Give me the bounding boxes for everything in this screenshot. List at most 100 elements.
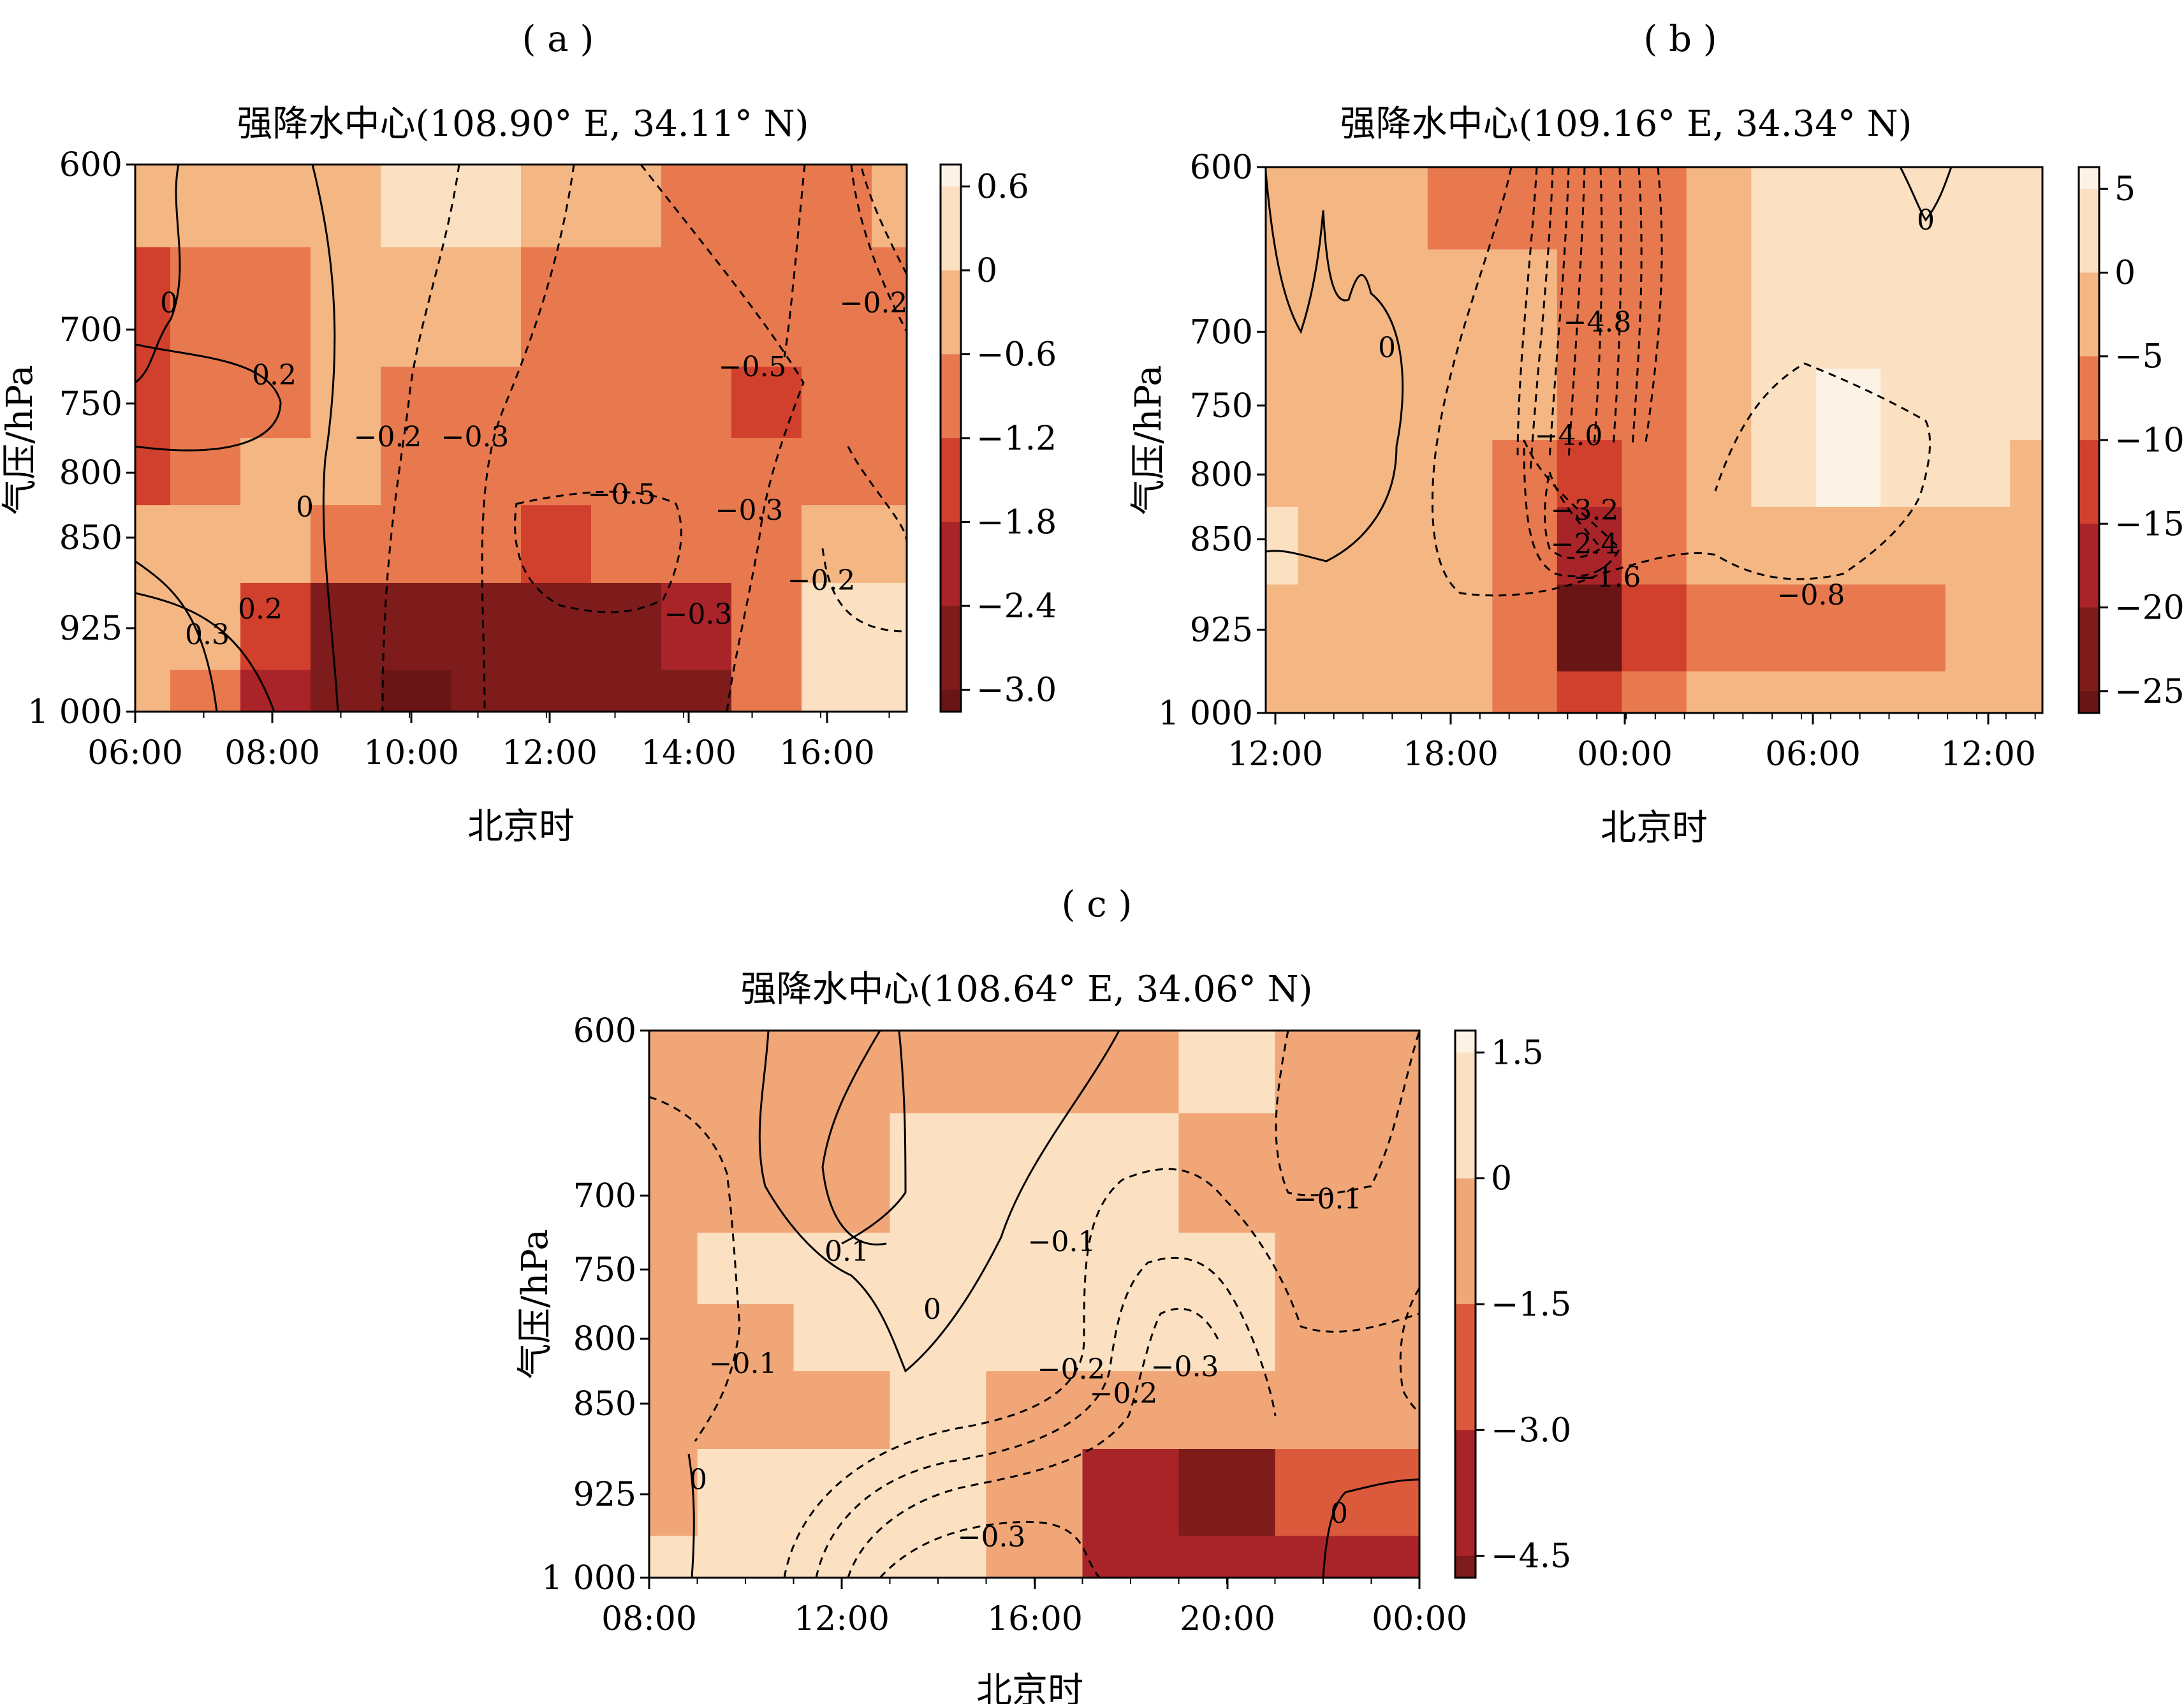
colorbar-tick-label: 0.6 [976,168,1029,206]
heatmap-cell [240,505,311,584]
heatmap-cell [793,1113,891,1233]
heatmap-cell [1371,1304,1419,1372]
x-tick-label: 06:00 [87,734,183,772]
heatmap-cell [661,583,732,671]
contour-label: −0.2 [1037,1353,1106,1386]
heatmap-cell [381,670,451,712]
heatmap-cell [1686,584,1752,672]
panel-b-contour-labels: 0 0 −4.8 −4.0 −3.2 −2.4 −1.6 −0.8 [1378,204,1935,612]
heatmap-cell [661,670,732,712]
contour-zero-b1 [1266,172,1404,562]
x-tick-label: 06:00 [1765,735,1861,774]
heatmap-cell [1945,167,2011,251]
heatmap-cell [135,165,171,248]
heatmap-cell [1686,440,1752,508]
heatmap-cell [697,1536,795,1578]
heatmap-cell [1275,1113,1372,1233]
heatmap-cell [135,670,171,712]
heatmap-cell [1815,440,1882,508]
heatmap-cell [1371,1449,1419,1537]
heatmap-cell [1266,249,1299,370]
heatmap-cell [1266,671,1299,713]
heatmap-cell [802,670,872,712]
heatmap-cell [1371,1031,1419,1114]
heatmap-cell [521,438,592,506]
heatmap-cell [986,1536,1083,1578]
heatmap-cell [1082,1031,1180,1114]
heatmap-cell [521,670,592,712]
heatmap-cell [170,366,241,439]
heatmap-cell [1266,440,1299,508]
colorbar-tick-label: 0 [1491,1160,1512,1198]
heatmap-cell [1945,584,2011,672]
contour-dashed-a6 [860,165,907,275]
contour-dashed-c6 [1275,1031,1419,1196]
heatmap-cell [697,1232,795,1305]
heatmap-cell [1751,167,1817,251]
y-tick-label: 925 [573,1476,636,1514]
contour-pos02-a2 [135,592,275,712]
heatmap-cell [1880,369,1946,441]
heatmap-cell [1492,584,1558,672]
heatmap-cell [1427,671,1493,713]
heatmap-cell [240,583,311,671]
panel-c: ( c ) 强降水中心(108.64° E, 34.06° N) 0.1 0 −… [515,884,1571,1704]
heatmap-cell [170,670,241,712]
heatmap-cell [1427,249,1493,370]
contour-label: 0.2 [238,593,282,626]
colorbar-segment [941,522,961,606]
heatmap-cell [802,247,872,367]
heatmap-cell [1298,167,1364,251]
colorbar-tick-label: −5 [2114,338,2164,376]
heatmap-cell [731,670,802,712]
colorbar-segment [941,165,961,187]
x-tick-label: 08:00 [601,1600,697,1638]
panel-b-title: 强降水中心(109.16° E, 34.34° N) [1340,103,1912,145]
colorbar-segment [2079,167,2099,189]
colorbar-tick-label: 1.5 [1491,1034,1544,1072]
x-tick-label: 12:00 [1940,735,2036,774]
heatmap-cell [986,1232,1083,1305]
heatmap-cell [697,1113,795,1233]
panel-b-contours [1266,167,1953,597]
y-tick-label: 600 [59,146,122,184]
colorbar-segment [2079,189,2099,273]
contour-label: −0.2 [354,421,422,453]
heatmap-cell [1880,249,1946,370]
heatmap-cell [1815,167,1882,251]
heatmap-cell [135,366,171,439]
contour-dashed-a3 [640,165,805,712]
heatmap-cell [649,1232,698,1305]
heatmap-cell [521,583,592,671]
heatmap-cell [890,1371,987,1450]
heatmap-cell [2010,167,2042,251]
colorbar-tick-label: −4.5 [1491,1538,1571,1576]
heatmap-cell [661,247,732,367]
heatmap-cell [1686,167,1752,251]
contour-dashed-b3 [1529,167,1554,473]
contour-label: −0.3 [958,1521,1026,1553]
heatmap-cell [311,670,381,712]
heatmap-cell [649,1371,698,1450]
colorbar-tick-label: −15 [2114,505,2184,543]
colorbar-segment [941,354,961,439]
contour-label: −0.3 [715,494,784,527]
panel-b-xlabel: 北京时 [1601,807,1708,849]
contour-dashed-c2 [783,1168,1419,1578]
heatmap-cell [1686,369,1752,441]
panel-a: ( a ) 强降水中心(108.90° E, 34.11° N) 0 0.2 −… [0,18,1057,848]
heatmap-cell [2010,369,2042,441]
heatmap-cell [381,247,451,367]
panel-a-ylabel: 气压/hPa [0,365,41,515]
contour-dashed-a5 [850,165,907,332]
contour-dashed-c1 [649,1096,741,1442]
y-tick-label: 1 000 [541,1559,636,1598]
heatmap-cell [1557,440,1623,508]
colorbar-tick-label: −3.0 [976,672,1057,710]
heatmap-cell [649,1113,698,1233]
x-tick-label: 20:00 [1180,1600,1275,1638]
contour-dashed-a4 [783,165,806,358]
heatmap-cell [890,1031,987,1114]
heatmap-cell [802,438,872,506]
